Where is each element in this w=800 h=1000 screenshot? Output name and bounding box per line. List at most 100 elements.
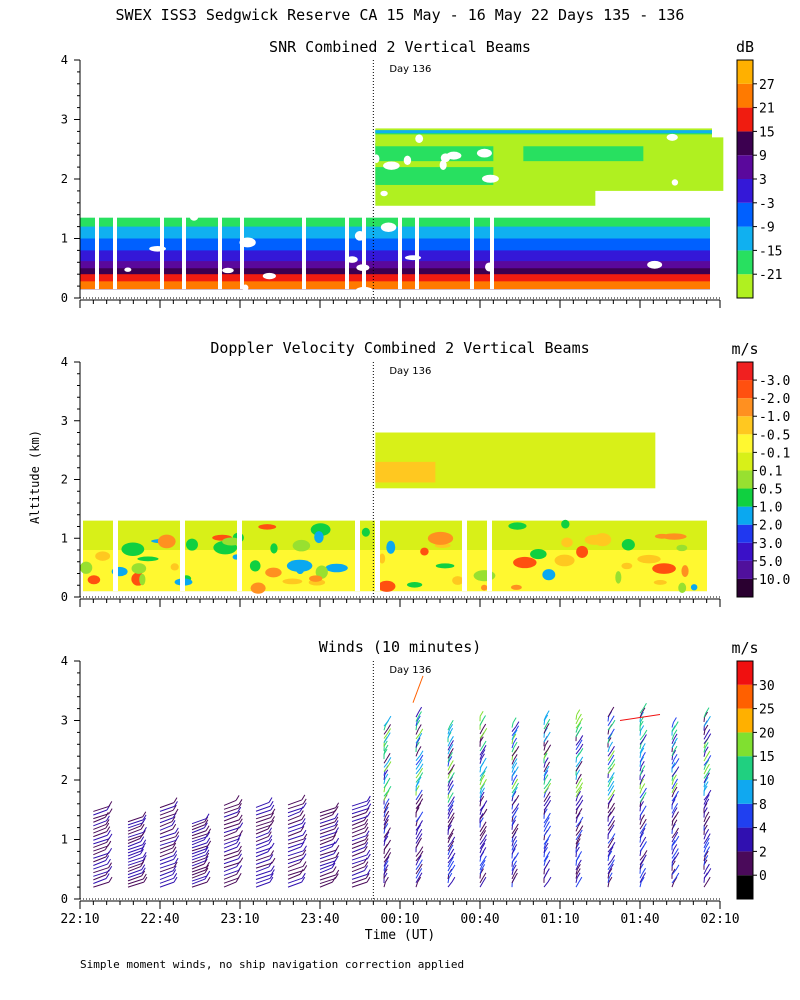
colorbar-frame [736,361,754,598]
wind-barb-flag [705,707,710,713]
wind-barb-flag [299,869,304,875]
wind-barb-flag [271,808,276,815]
colorbar-swatch [737,506,753,525]
wind-barb-flag [544,774,549,780]
wind-barb [191,875,207,882]
wind-barb-flag [364,842,369,848]
colorbar-label: 21 [759,102,775,117]
wind-barb-flag [675,811,679,817]
wind-barb-flag [173,797,178,803]
wind-barb-flag [449,760,454,766]
snr-speckle [281,62,289,71]
wind-barb [127,856,144,863]
wind-barb-flag [384,835,389,842]
wind-barb [671,877,677,884]
wind-barb [159,809,174,816]
wind-barb [639,752,642,758]
wind-barb-flag [448,752,453,758]
y-tick-label: 2 [61,172,68,186]
wind-barb [351,846,365,853]
snr-speckle [115,141,125,148]
wind-barb [479,813,485,820]
wind-barb [287,799,303,806]
doppler-patch [615,571,622,584]
wind-barb [575,813,580,819]
y-tick-label: 1 [61,833,68,847]
wind-barb [607,720,612,727]
wind-barb-flag [303,833,308,840]
wind-barb-flag [578,786,583,793]
wind-barb [351,854,367,861]
wind-barb [639,810,644,817]
wind-barb-flag [608,868,613,874]
wind-barb-flag [481,774,486,781]
wind-barb-flag [207,840,212,847]
wind-barb [671,722,674,728]
wind-barb [575,843,578,849]
colorbar-swatch [737,661,753,685]
wind-barb-flag [450,816,455,823]
wind-barb [511,796,514,802]
wind-barb [287,854,303,861]
colorbar-label: 0.1 [759,464,782,479]
wind-barb-flag [611,807,616,813]
colorbar-swatch [737,827,753,852]
wind-barb-flag [205,849,210,856]
wind-barb-flag [610,837,615,844]
wind-barb-flag [203,822,208,829]
wind-barb [511,734,515,741]
wind-barb [479,860,484,867]
wind-barb [703,803,707,810]
wind-barb [607,803,610,809]
wind-barb [223,854,239,861]
wind-barb [575,722,580,729]
doppler-patch [510,584,522,590]
wind-barb-flag [269,854,274,860]
wind-barb [255,805,271,812]
wind-barb [159,839,176,846]
wind-barb-flag [301,814,306,820]
wind-barb [639,779,643,785]
wind-barb [351,804,368,811]
wind-barb [543,796,548,802]
wind-barb [287,881,302,888]
snr-speckle [355,286,373,294]
wind-barb-flag [235,795,240,801]
wind-barb-flag [449,792,454,798]
wind-barb-flag [513,868,518,875]
wind-barb [639,792,644,799]
wind-barb-flag [479,817,484,823]
wind-barb [479,843,484,850]
wind-barb [287,877,303,884]
wind-barb-flag [544,842,549,849]
wind-barb [415,860,419,866]
snr-speckle [354,231,365,241]
wind-barb [575,774,578,780]
wind-barb [415,759,421,766]
wind-barb-flag [706,772,710,779]
x-tick-label: 23:40 [300,912,339,927]
wind-barb-flag [482,821,487,828]
wind-barb [159,817,174,824]
wind-barb-flag [481,787,485,794]
colorbar-unit: m/s [731,639,758,657]
wind-barb [607,842,612,849]
wind-barb-flag [579,825,584,831]
wind-barb-flag [513,844,518,850]
wind-barb [415,816,421,823]
snr-upper-mid [493,137,724,191]
wind-barb-flag [174,827,179,834]
wind-barb-flag [334,813,339,819]
wind-barb-flag [610,728,615,735]
wind-barb-flag [418,794,423,800]
wind-barb [159,870,174,877]
wind-barb [319,867,333,874]
doppler-patch [325,563,348,573]
wind-barb [415,799,420,805]
wind-barb [671,759,675,765]
wind-barb-flag [364,861,369,867]
wind-barb [703,851,708,857]
wind-barb-flag [610,780,615,787]
wind-barb [575,838,579,845]
wind-barb [159,813,176,820]
